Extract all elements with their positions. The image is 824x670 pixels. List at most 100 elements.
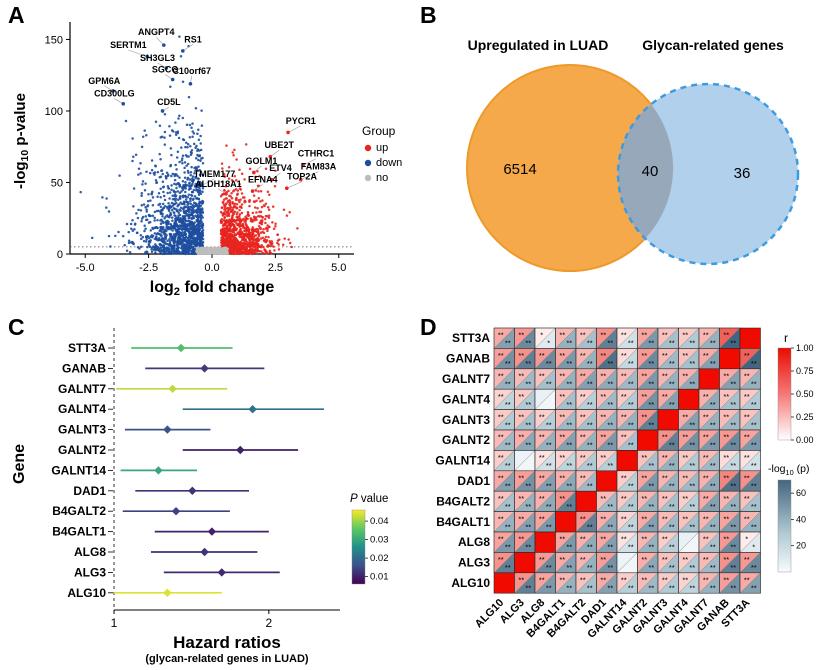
significance-stars: ** [546, 522, 552, 531]
correlation-heatmap-canvas: ****************************************… [435, 327, 814, 641]
forest-rows: STT3A GANAB GALNT7 GALNT4 GALNT3 GALNT2 GALNT1… [51, 341, 325, 600]
heatmap-diagonal-cell [596, 470, 618, 492]
significance-stars: ** [505, 563, 511, 572]
panel-label-c: C [8, 314, 25, 340]
significance-stars: ** [730, 379, 736, 388]
significance-stars: ** [710, 502, 716, 511]
significance-stars: * [745, 535, 748, 544]
significance-stars: ** [628, 441, 634, 450]
significance-stars: ** [703, 494, 709, 503]
significance-stars: ** [723, 535, 729, 544]
venn-title-upregulated: Upregulated in LUAD [468, 37, 609, 53]
gene-label: TMEM177 [194, 169, 236, 179]
significance-stars: ** [703, 392, 709, 401]
significance-stars: ** [682, 576, 688, 585]
forest-gene-label: GALNT14 [51, 463, 106, 477]
significance-stars: ** [580, 514, 586, 523]
significance-stars: ** [580, 474, 586, 483]
significance-stars: ** [580, 433, 586, 442]
heatmap-row-label: GANAB [446, 352, 490, 366]
forest-gene-label: ALG3 [74, 565, 106, 579]
significance-stars: ** [669, 379, 675, 388]
significance-stars: ** [628, 481, 634, 490]
significance-stars: ** [580, 351, 586, 360]
svg-text:0.25: 0.25 [796, 412, 814, 422]
significance-stars: ** [621, 392, 627, 401]
heatmap-row-label: GALNT2 [442, 433, 490, 447]
significance-stars: ** [587, 543, 593, 552]
significance-stars: ** [580, 392, 586, 401]
significance-stars: ** [662, 331, 668, 340]
significance-stars: ** [566, 441, 572, 450]
significance-stars: ** [505, 339, 511, 348]
significance-stars: ** [559, 433, 565, 442]
significance-stars: ** [566, 359, 572, 368]
venn-count-right: 36 [734, 165, 751, 182]
significance-stars: ** [723, 331, 729, 340]
forest-x-title: Hazard ratios [173, 633, 281, 652]
significance-stars: ** [607, 441, 613, 450]
significance-stars: ** [662, 576, 668, 585]
significance-stars: ** [669, 522, 675, 531]
svg-text:-5.0: -5.0 [76, 262, 95, 274]
gene-label: CD5L [157, 97, 181, 107]
significance-stars: ** [546, 502, 552, 511]
significance-stars: ** [710, 441, 716, 450]
significance-stars: ** [662, 392, 668, 401]
significance-stars: ** [518, 331, 524, 340]
hr-diamond [154, 466, 163, 475]
significance-stars: ** [539, 474, 545, 483]
forest-x-subtitle: (glycan-related genes in LUAD) [145, 653, 309, 665]
significance-stars: ** [648, 502, 654, 511]
significance-stars: ** [662, 555, 668, 564]
significance-stars: ** [600, 392, 606, 401]
significance-stars: ** [682, 474, 688, 483]
significance-stars: ** [710, 420, 716, 429]
significance-stars: ** [505, 441, 511, 450]
gene-label: SERTM1 [110, 40, 147, 50]
gene-label: CTHRC1 [298, 149, 335, 159]
heatmap-row-label: GALNT7 [442, 372, 490, 386]
significance-stars: ** [566, 339, 572, 348]
p-legend-title: -log10 (p) [768, 463, 809, 477]
panel-b-venn: B Upregulated in LUAD Glycan-related gene… [420, 2, 824, 306]
significance-stars: ** [525, 543, 531, 552]
significance-stars: ** [621, 351, 627, 360]
significance-stars: ** [566, 502, 572, 511]
significance-stars: ** [498, 453, 504, 462]
heatmap-grid: ****************************************… [493, 327, 761, 594]
forest-gene-label: B4GALT2 [52, 504, 106, 518]
significance-stars: ** [744, 453, 750, 462]
hr-diamond [168, 384, 177, 393]
forest-gene-label: GALNT3 [58, 423, 106, 437]
heatmap-row-label: GALNT4 [442, 392, 490, 406]
svg-text:0.50: 0.50 [796, 389, 814, 399]
significance-stars: ** [505, 400, 511, 409]
legend-item-label: up [376, 142, 388, 154]
panel-label-a: A [8, 2, 25, 28]
significance-stars: ** [539, 576, 545, 585]
gene-label: GPM6A [88, 76, 121, 86]
significance-stars: ** [566, 400, 572, 409]
significance-stars: ** [607, 583, 613, 592]
significance-stars: ** [518, 392, 524, 401]
legend-item-label: down [376, 157, 402, 169]
venn-diagram-canvas: Upregulated in LUAD Glycan-related genes 6… [466, 37, 800, 272]
significance-stars: ** [689, 441, 695, 450]
forest-plot-canvas: 1 2STT3AGANABGALNT7GALNT4GALNT3GALNT2GALN… [11, 328, 389, 665]
significance-stars: ** [587, 583, 593, 592]
significance-stars: ** [751, 400, 757, 409]
svg-text:40: 40 [796, 514, 806, 524]
significance-stars: ** [641, 576, 647, 585]
significance-stars: ** [682, 331, 688, 340]
significance-stars: ** [703, 351, 709, 360]
significance-stars: ** [689, 420, 695, 429]
significance-stars: ** [621, 433, 627, 442]
forest-gene-label: GALNT7 [58, 382, 106, 396]
significance-stars: ** [600, 555, 606, 564]
legend-item-label: no [376, 172, 388, 184]
venn-title-glycan: Glycan-related genes [642, 37, 784, 53]
significance-stars: ** [621, 412, 627, 421]
hr-diamond [163, 588, 172, 597]
